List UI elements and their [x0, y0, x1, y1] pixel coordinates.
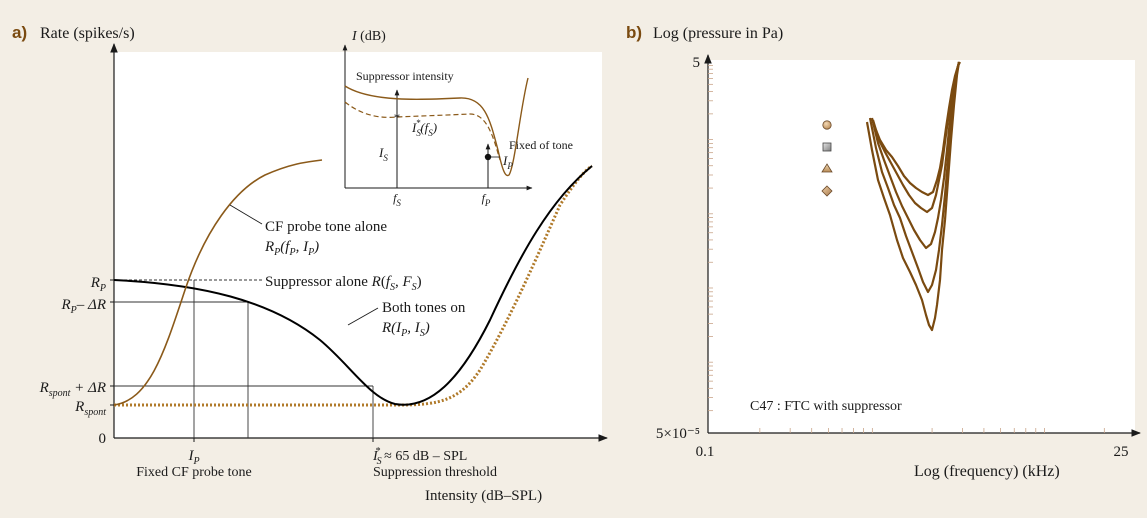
probe-tone-curve: [113, 159, 323, 406]
panel-a-x-axis-label: Intensity (dB–SPL): [425, 488, 542, 504]
both-tones-label: Both tones on: [382, 300, 466, 316]
x-tick-ip-caption: Fixed CF probe tone: [136, 465, 252, 480]
inset-ip-label: IP: [502, 153, 513, 171]
inset-y-label: I (dB): [351, 29, 386, 44]
panel-b-x-axis-label: Log (frequency) (kHz): [914, 463, 1060, 480]
inset-fs-label: fS: [393, 191, 401, 208]
panel-b-legend-markers: [821, 120, 833, 197]
panel-a-letter: a): [12, 23, 27, 42]
tuning-curve-2: [868, 61, 961, 294]
legend-diamond-marker: [821, 185, 833, 197]
panel-b-y-top: 5: [693, 55, 701, 71]
suppressor-alone-dotted-curve: [114, 164, 593, 407]
inset-fp-label: fP: [482, 191, 491, 208]
panel-b-plot-area: [708, 60, 1135, 433]
panel-a-x-ticks: IP Fixed CF probe tone IS* ≈ 65 dB – SPL…: [136, 438, 542, 504]
panel-b-minor-ticks: [708, 64, 1105, 433]
legend-square-marker: [822, 142, 832, 152]
x-tick-is-star: IS* ≈ 65 dB – SPL: [372, 446, 467, 467]
inset-probe-dot: [484, 153, 492, 161]
inset-dashed-curve: [344, 101, 501, 161]
panel-a-y-axis-label: Rate (spikes/s): [40, 25, 135, 42]
both-tones-formula: R(IP, IS): [381, 320, 430, 339]
y-tick-zero: 0: [99, 431, 107, 447]
panel-b-y-bottom: 5×10⁻⁵: [656, 426, 700, 442]
inset-is-label: IS: [378, 145, 388, 163]
panel-b-tuning-curves: [865, 61, 961, 332]
tuning-curve-3: [870, 61, 961, 250]
both-tones-curve: [113, 165, 593, 406]
legend-circle-marker: [822, 120, 832, 130]
tuning-curve-1: [865, 61, 961, 332]
tuning-curve-5: [872, 61, 961, 197]
cf-probe-label: CF probe tone alone: [265, 219, 387, 235]
inset-fixed-tone-label: Fixed of tone: [509, 138, 573, 152]
inset-star: *: [394, 110, 401, 125]
legend-triangle-marker: [821, 163, 833, 173]
both-callout-line: [347, 307, 379, 326]
panel-b: b) Log (pressure in Pa) 5 5×10⁻⁵ 0.1 25 …: [622, 0, 1147, 513]
panel-b-x-right: 25: [1114, 444, 1129, 460]
suppressor-alone-label: Suppressor alone R(fS, FS): [265, 274, 422, 293]
inset-title: Suppressor intensity: [356, 69, 454, 83]
x-tick-is-caption: Suppression threshold: [373, 465, 497, 480]
cf-callout-line: [229, 204, 263, 225]
panel-b-letter: b): [626, 23, 642, 42]
panel-b-caption: C47 : FTC with suppressor: [750, 399, 902, 414]
panel-b-x-left: 0.1: [696, 444, 715, 460]
inset-solid-curve: [344, 77, 529, 177]
panel-b-y-axis-label: Log (pressure in Pa): [653, 25, 783, 42]
panel-a: a) Rate (spikes/s) RP RP– ΔR Rspont + ΔR…: [12, 23, 608, 504]
